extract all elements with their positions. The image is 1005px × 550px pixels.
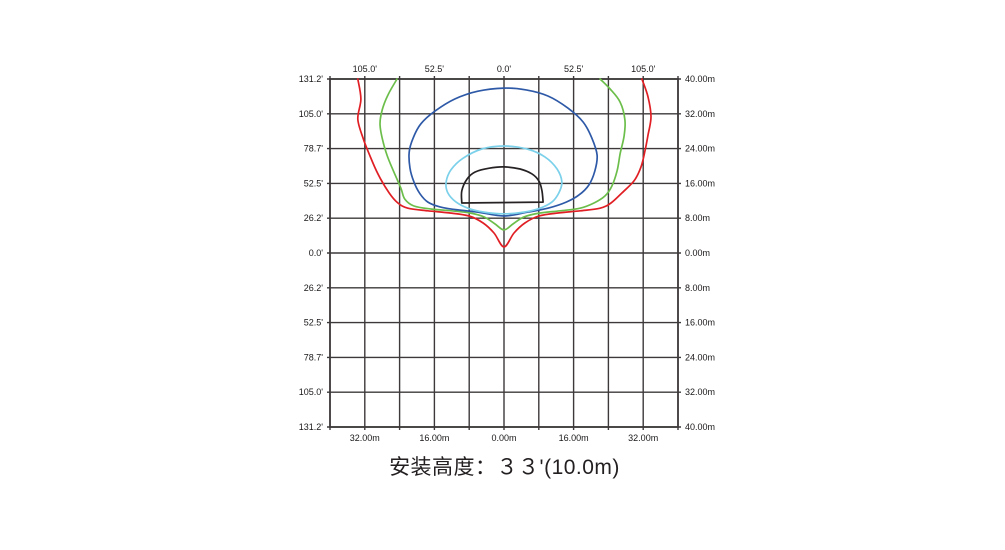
axis-tick-label-right: 32.00m (685, 387, 715, 397)
axis-tick-label-right: 16.00m (685, 318, 715, 328)
axis-tick-label-right: 8.00m (685, 283, 710, 293)
contour-cyan (445, 145, 563, 215)
contour-black-innermost (460, 166, 544, 204)
axis-tick-label-bottom: 16.00m (419, 433, 449, 443)
axis-tick-label-left: 26.2' (304, 213, 324, 223)
axis-tick-label-top: 0.0' (497, 64, 512, 74)
axis-tick-label-left: 131.2' (299, 74, 324, 84)
axis-tick-label-left: 26.2' (304, 283, 324, 293)
axis-tick-label-top: 105.0' (631, 64, 656, 74)
plot-border (329, 78, 679, 428)
axis-tick-label-left: 52.5' (304, 318, 324, 328)
contour-red-outermost (356, 78, 652, 248)
axis-tick-label-bottom: 32.00m (350, 433, 380, 443)
axis-tick-label-top: 52.5' (564, 64, 584, 74)
contour-green (379, 78, 627, 231)
axis-tick-label-left: 0.0' (309, 248, 324, 258)
axis-tick-label-right: 40.00m (685, 422, 715, 432)
axis-tick-label-right: 24.00m (685, 352, 715, 362)
axis-tick-label-bottom: 16.00m (559, 433, 589, 443)
axis-tick-label-right: 32.00m (685, 109, 715, 119)
axis-tick-label-right: 40.00m (685, 74, 715, 84)
axis-tick-label-left: 131.2' (299, 422, 324, 432)
axis-tick-label-left: 105.0' (299, 387, 324, 397)
axis-tick-label-right: 8.00m (685, 213, 710, 223)
axis-tick-label-left: 78.7' (304, 352, 324, 362)
axis-tick-label-left: 105.0' (299, 109, 324, 119)
axis-tick-label-right: 0.00m (685, 248, 710, 258)
axis-tick-label-left: 78.7' (304, 144, 324, 154)
axis-tick-label-bottom: 32.00m (628, 433, 658, 443)
axis-tick-label-right: 24.00m (685, 144, 715, 154)
axis-tick-label-bottom: 0.00m (491, 433, 516, 443)
axis-tick-label-top: 105.0' (353, 64, 378, 74)
contour-blue (408, 87, 599, 217)
axis-tick-label-right: 16.00m (685, 178, 715, 188)
axis-tick-label-top: 52.5' (425, 64, 445, 74)
axis-tick-label-left: 52.5' (304, 178, 324, 188)
mounting-height-caption: 安装高度：３３'(10.0m) (389, 456, 620, 479)
